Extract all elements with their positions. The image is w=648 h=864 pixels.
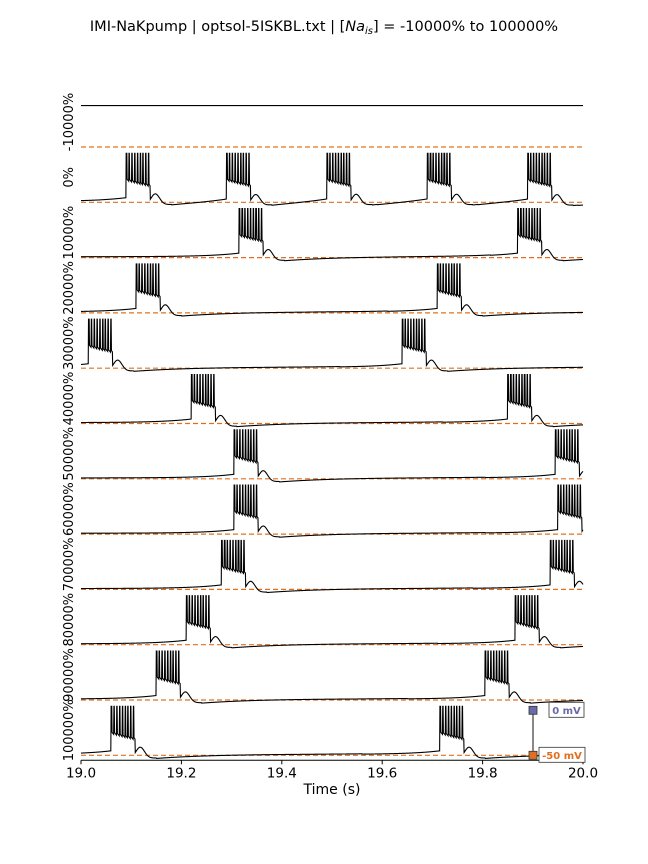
row-label: 100000% xyxy=(62,699,77,761)
trace-row: 70000% xyxy=(62,538,584,594)
voltage-trace xyxy=(81,595,584,649)
x-tick-label: 19.8 xyxy=(468,765,498,781)
row-label: 90000% xyxy=(62,648,77,702)
title-var: Na xyxy=(345,19,365,35)
trace-row: 30000% xyxy=(62,316,584,372)
voltage-trace xyxy=(80,318,584,372)
scale-bar-top-label: 0 mV xyxy=(552,706,581,717)
row-label: 20000% xyxy=(62,261,77,315)
row-label: -10000% xyxy=(62,93,77,151)
voltage-trace xyxy=(81,539,584,594)
x-axis: 19.0 19.2 19.4 19.6 19.8 20.0 xyxy=(66,759,598,781)
trace-rows: -10000% 0% 10000%20000%30000% 40000%50000%6… xyxy=(62,93,584,761)
title-suffix: ] = -10000% to 100000% xyxy=(373,19,558,35)
row-label: 40000% xyxy=(62,372,77,426)
row-label: 70000% xyxy=(62,538,77,592)
voltage-trace xyxy=(81,484,584,538)
voltage-trace xyxy=(81,373,584,428)
title-prefix: IMI-NaKpump | optsol-5ISKBL.txt | [ xyxy=(90,19,345,35)
voltage-trace xyxy=(80,152,584,207)
scale-bar-top-box xyxy=(548,701,585,718)
scale-bar-bottom-box xyxy=(538,746,586,763)
scale-bar: 0 mV -50 mV xyxy=(528,701,586,763)
voltage-trace xyxy=(80,705,583,760)
scale-bar-top-marker xyxy=(528,705,538,715)
trace-row: 40000% xyxy=(62,372,584,428)
voltage-trace xyxy=(81,429,584,483)
title-sub: is xyxy=(365,26,373,37)
chart-title: IMI-NaKpump | optsol-5ISKBL.txt | [Nais]… xyxy=(90,19,558,37)
row-label: 0% xyxy=(62,167,77,188)
trace-row: 80000% xyxy=(62,593,584,649)
voltage-trace xyxy=(81,263,583,317)
x-tick-label: 19.4 xyxy=(267,765,297,781)
row-label: 50000% xyxy=(62,427,77,481)
trace-row: 90000% xyxy=(62,648,584,704)
trace-row: 20000% xyxy=(62,261,583,317)
scale-bar-bottom-marker xyxy=(528,750,538,760)
x-tick-label: 19.6 xyxy=(367,765,397,781)
scale-bar-bottom-label: -50 mV xyxy=(542,751,582,762)
x-tick-label: 19.2 xyxy=(166,765,196,781)
row-label: 10000% xyxy=(62,206,77,260)
row-label: 30000% xyxy=(62,316,77,370)
x-tick-label: 20.0 xyxy=(568,765,598,781)
trace-row: 0% xyxy=(62,152,584,207)
trace-row: -10000% xyxy=(62,93,583,151)
voltage-trace xyxy=(81,650,584,704)
x-tick-label: 19.0 xyxy=(66,765,96,781)
trace-row: 10000% xyxy=(62,206,584,262)
trace-row: 100000% xyxy=(62,699,583,761)
trace-row: 60000% xyxy=(62,482,584,538)
row-label: 80000% xyxy=(62,593,77,647)
x-axis-label: Time (s) xyxy=(303,782,361,798)
row-label: 60000% xyxy=(62,482,77,536)
voltage-trace xyxy=(81,208,584,262)
trace-row: 50000% xyxy=(62,427,584,483)
